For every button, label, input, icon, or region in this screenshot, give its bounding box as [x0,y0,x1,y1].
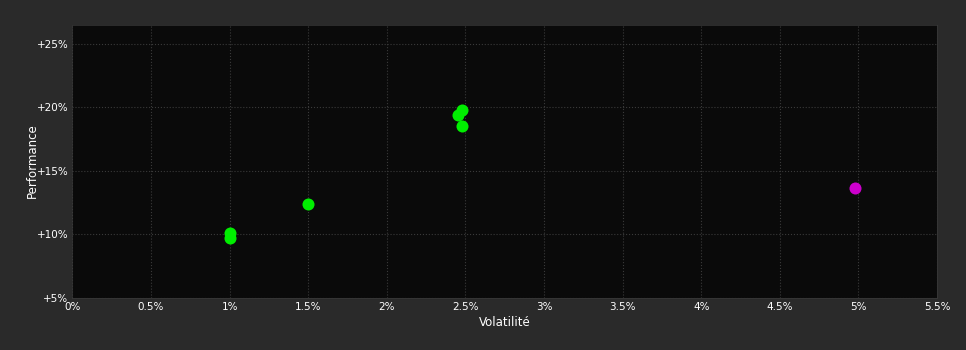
Point [847,186,863,191]
Y-axis label: Performance: Performance [26,124,39,198]
Point [222,235,238,240]
Point [300,201,316,206]
Point [222,230,238,236]
Point [455,123,470,129]
X-axis label: Volatilité: Volatilité [479,316,530,329]
Point [455,107,470,112]
Point [450,112,466,118]
